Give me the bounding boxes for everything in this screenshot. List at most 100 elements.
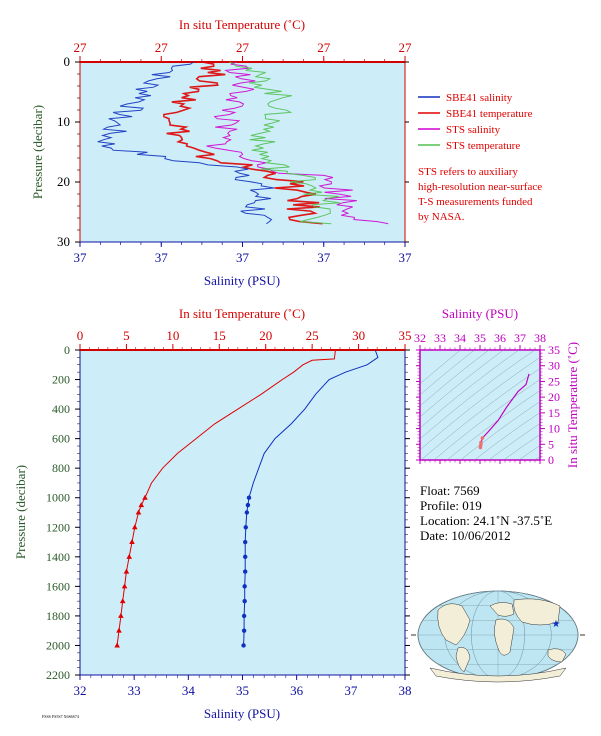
temperature-marker <box>138 502 145 508</box>
ts-deep-marker <box>480 436 485 440</box>
float-position-marker-icon: ★ <box>552 619 561 630</box>
date: Date: 10/06/2012 <box>420 528 511 543</box>
salinity-marker <box>244 510 250 515</box>
ts-top-tick-label: 36 <box>494 331 506 345</box>
location: Location: 24.1˚N -37.5˚E <box>420 513 552 528</box>
temperature-marker <box>116 627 122 633</box>
ts-density-contour <box>518 445 540 460</box>
ts-right-tick-label: 35 <box>548 343 560 357</box>
upper-bottom-tick-label: 37 <box>399 250 413 265</box>
profile-number: Profile: 019 <box>420 498 482 513</box>
main-y-axis-label: Pressure (decibar) <box>13 465 28 559</box>
ts-density-contour <box>420 368 540 460</box>
ts-density-contour <box>420 357 540 451</box>
upper-ticks: 27 27 27 27 27 37 37 37 37 37 0 10 20 30 <box>57 40 412 265</box>
ts-density-contour <box>503 434 540 460</box>
main-y-tick-label: 1600 <box>46 579 70 593</box>
salinity-marker <box>242 584 247 589</box>
ts-top-axis-title: Salinity (PSU) <box>442 306 518 321</box>
main-top-tick-label: 5 <box>123 328 130 343</box>
salinity-marker <box>246 495 252 500</box>
main-x-axis-label: Salinity (PSU) <box>204 706 280 721</box>
main-y-tick-label: 1200 <box>46 520 70 534</box>
salinity-marker <box>241 643 246 648</box>
ts-top-tick-label: 37 <box>514 331 526 345</box>
ts-density-contour <box>420 350 490 407</box>
main-y-tick-label: 200 <box>52 373 70 387</box>
map-land-americas-north <box>437 603 471 646</box>
footer-small-text: FSSS FS5S7 X6S6S74 <box>42 714 79 719</box>
upper-y-tick-label: 0 <box>64 54 71 69</box>
float-info: Float: 7569 Profile: 019 Location: 24.1˚… <box>420 483 552 543</box>
upper-bottom-tick-label: 37 <box>155 250 169 265</box>
upper-plot-area <box>79 61 406 243</box>
ts-right-axis-label: In situ Temperature (˚C) <box>565 342 580 468</box>
salinity-profile-line <box>243 349 379 646</box>
ts-top-tick-label: 35 <box>474 331 486 345</box>
ts-top-tick-label: 33 <box>434 331 446 345</box>
ts-right-tick-label: 25 <box>548 374 560 388</box>
upper-series-line <box>97 61 275 225</box>
ts-density-contour <box>446 390 540 460</box>
main-y-tick-label: 1800 <box>46 609 70 623</box>
ts-density-contour <box>420 350 475 396</box>
map-land-antarctica <box>429 667 567 683</box>
main-panel: 0 5 10 15 20 25 30 35 32 33 34 35 36 37 38 0 200 400 600 80… <box>13 306 412 721</box>
salinity-marker <box>245 502 251 508</box>
ts-density-contour <box>420 350 520 429</box>
main-y-tick-label: 400 <box>52 402 70 416</box>
ts-right-tick-label: 5 <box>548 437 554 451</box>
upper-top-tick-label: 27 <box>399 40 413 55</box>
upper-legend: SBE41 salinity SBE41 temperature STS sal… <box>418 92 542 223</box>
legend-label-sbe41-salinity: SBE41 salinity <box>446 92 513 104</box>
salinity-marker <box>241 613 247 619</box>
main-top-tick-label: 0 <box>77 328 84 343</box>
upper-top-tick-label: 27 <box>155 40 169 55</box>
main-y-tick-label: 0 <box>64 343 70 357</box>
salinity-marker <box>242 598 247 604</box>
sts-note-line-4: by NASA. <box>418 211 465 223</box>
upper-top-axis-title: In situ Temperature (˚C) <box>179 17 305 32</box>
ts-deep-marker <box>478 445 483 450</box>
main-y-tick-label: 2200 <box>46 668 70 682</box>
salinity-marker <box>241 628 247 633</box>
upper-bottom-tick-label: 37 <box>74 250 88 265</box>
ts-density-contour <box>420 350 462 385</box>
upper-y-tick-label: 10 <box>57 114 70 129</box>
temperature-marker <box>114 642 120 648</box>
main-bottom-tick-label: 34 <box>182 683 196 698</box>
ts-series-group <box>478 373 530 450</box>
main-top-tick-label: 30 <box>352 328 365 343</box>
temperature-marker <box>129 539 135 545</box>
upper-bottom-tick-label: 37 <box>317 250 331 265</box>
sts-note-line-3: T-S measurements funded <box>418 196 533 208</box>
legend-label-sbe41-temperature: SBE41 temperature <box>446 108 533 120</box>
ts-right-tick-label: 20 <box>548 390 560 404</box>
main-bottom-tick-label: 33 <box>128 683 141 698</box>
temperature-marker <box>123 568 130 574</box>
ts-right-tick-label: 0 <box>548 453 554 467</box>
main-plot-area <box>79 349 406 676</box>
main-top-tick-label: 35 <box>399 328 412 343</box>
main-top-tick-label: 25 <box>306 328 319 343</box>
main-bottom-tick-label: 37 <box>344 683 358 698</box>
main-bottom-tick-label: 35 <box>236 683 249 698</box>
main-y-tick-label: 2000 <box>46 638 70 652</box>
upper-top-tick-label: 27 <box>236 40 250 55</box>
upper-x-axis-label: Salinity (PSU) <box>204 273 280 288</box>
ts-right-tick-label: 15 <box>548 406 560 420</box>
salinity-marker <box>243 539 248 545</box>
temperature-marker <box>126 553 133 559</box>
upper-top-tick-label: 27 <box>317 40 331 55</box>
ts-top-tick-label: 34 <box>454 331 466 345</box>
upper-series-line <box>206 61 389 225</box>
map-land-australia <box>547 648 567 663</box>
main-y-tick-label: 1000 <box>46 491 70 505</box>
salinity-marker <box>243 525 248 530</box>
main-y-tick-label: 600 <box>52 432 70 446</box>
ts-right-tick-label: 30 <box>548 359 560 373</box>
legend-label-sts-temperature: STS temperature <box>446 140 520 152</box>
